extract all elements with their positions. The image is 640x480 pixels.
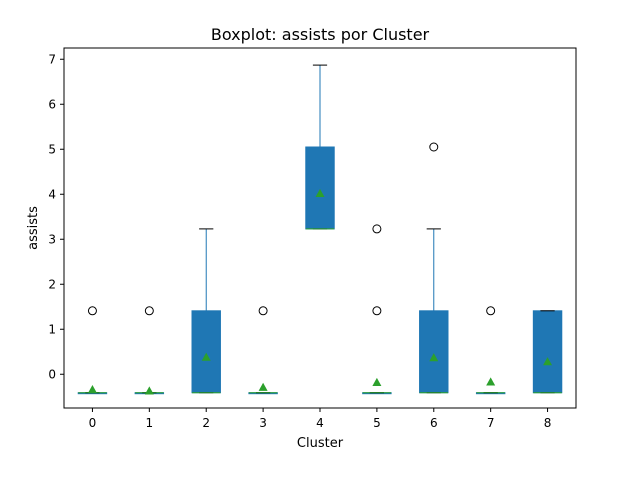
y-tick-label: 5 xyxy=(48,142,56,156)
outlier-point xyxy=(144,306,154,316)
x-tick-label: 5 xyxy=(373,416,381,430)
mean-marker xyxy=(486,377,496,386)
outlier-point xyxy=(486,306,496,316)
mean-marker xyxy=(372,377,382,386)
mean-marker xyxy=(144,386,154,395)
box-group-cluster-3 xyxy=(248,306,278,395)
mean-marker xyxy=(543,357,553,366)
outlier-point xyxy=(87,306,97,316)
chart-title: Boxplot: assists por Cluster xyxy=(211,25,430,44)
box-group-cluster-7 xyxy=(475,306,506,395)
outlier-point xyxy=(429,142,439,152)
y-tick-label: 3 xyxy=(48,232,56,246)
outlier-point xyxy=(372,224,382,234)
mean-marker xyxy=(87,385,97,394)
y-tick-label: 4 xyxy=(48,187,56,201)
box-group-cluster-4 xyxy=(305,64,335,230)
y-tick-label: 0 xyxy=(48,367,56,381)
outlier-point xyxy=(372,306,382,316)
box-group-cluster-8 xyxy=(532,310,563,394)
x-tick-label: 6 xyxy=(430,416,438,430)
y-tick-label: 1 xyxy=(48,322,56,336)
x-tick-label: 3 xyxy=(259,416,267,430)
mean-marker xyxy=(315,188,325,197)
y-axis-label: assists xyxy=(26,206,41,250)
box xyxy=(305,146,335,230)
x-axis: 0 1 2 3 4 5 6 7 8 xyxy=(89,408,552,430)
x-tick-label: 8 xyxy=(544,416,552,430)
box-group-cluster-6 xyxy=(419,142,449,394)
y-tick-label: 6 xyxy=(48,97,56,111)
x-axis-label: Cluster xyxy=(297,436,344,451)
x-tick-label: 4 xyxy=(316,416,324,430)
box-group-cluster-1 xyxy=(134,306,165,395)
box xyxy=(191,310,221,394)
outlier-point xyxy=(258,306,268,316)
box xyxy=(419,310,449,394)
x-tick-label: 0 xyxy=(89,416,97,430)
x-tick-label: 1 xyxy=(146,416,154,430)
box-group-cluster-0 xyxy=(77,306,108,395)
box xyxy=(532,310,563,394)
y-tick-label: 2 xyxy=(48,277,56,291)
box-group-cluster-2 xyxy=(191,228,221,394)
mean-marker xyxy=(429,353,439,362)
mean-marker xyxy=(258,382,268,391)
y-tick-label: 7 xyxy=(48,52,56,66)
x-tick-label: 7 xyxy=(487,416,495,430)
mean-marker xyxy=(201,352,211,361)
box-group-cluster-5 xyxy=(362,224,392,395)
x-tick-label: 2 xyxy=(202,416,210,430)
y-axis: 0 1 2 3 4 5 6 7 xyxy=(48,52,64,381)
plot-area xyxy=(77,64,563,395)
